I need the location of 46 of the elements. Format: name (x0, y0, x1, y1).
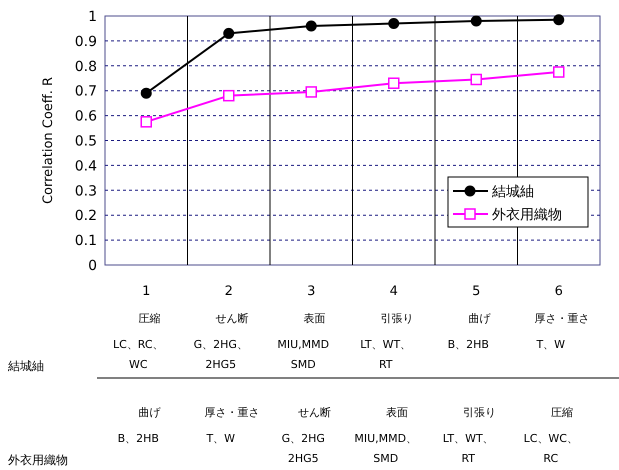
y-tick-label: 1 (88, 9, 97, 25)
text: せん断 G、2HG、 2HG5 (194, 312, 248, 371)
y-tick-label: 0 (88, 258, 97, 274)
legend-label: 外衣用織物 (492, 207, 562, 223)
text: 厚さ・重さ T、W (204, 406, 260, 445)
y-tick-label: 0.1 (74, 233, 97, 250)
y-tick-label: 0.9 (74, 34, 97, 50)
y-tick-label: 0.6 (74, 108, 98, 125)
y-tick-label: 0.5 (74, 134, 97, 150)
text: 外衣用織物 (8, 453, 68, 467)
point (223, 28, 234, 39)
y-tick-label: 0.4 (74, 158, 98, 174)
point (223, 90, 234, 102)
point (140, 88, 152, 99)
text: 引張り LT、WT、 RT (442, 406, 496, 465)
text: 圧縮 LC、WC、 RC (524, 406, 578, 465)
x-tick-label: 4 (390, 284, 398, 299)
text: 曲げ B、2HB (448, 312, 492, 351)
text: せん断 G、2HG 2HG5 (282, 406, 331, 465)
point (470, 74, 482, 86)
point (140, 116, 152, 128)
point (388, 18, 400, 29)
x-tick-label: 2 (224, 284, 233, 299)
x-tick-label: 3 (307, 284, 316, 299)
x-tick-label: 1 (142, 284, 150, 299)
text: 圧縮 LC、RC、 WC (112, 312, 164, 371)
text: 曲げ B、2HB (118, 406, 162, 445)
y-tick-label: 0.8 (74, 58, 97, 75)
point (470, 15, 482, 26)
y-tick-label: 0.7 (74, 84, 97, 100)
point (306, 86, 317, 98)
legend-label: 結城紬 (491, 184, 534, 200)
text: 引張り LT、WT、 RT (360, 312, 414, 371)
text: 厚さ・重さ T、W (534, 312, 590, 351)
text: 表面 MIU,MMD SMD (277, 312, 330, 371)
x-tick-label: 5 (472, 284, 480, 299)
y-tick-label: 0.2 (74, 208, 97, 224)
point (388, 77, 400, 89)
text: 結城紬 (7, 359, 44, 373)
point (553, 66, 564, 78)
text: 表面 MIU,MMD、 SMD (354, 406, 418, 465)
point (306, 20, 317, 32)
y-axis-title: Correlation Coeff. R (41, 76, 56, 204)
y-tick-label: 0.3 (74, 183, 97, 200)
x-tick-label: 6 (554, 284, 563, 299)
point (553, 14, 564, 26)
